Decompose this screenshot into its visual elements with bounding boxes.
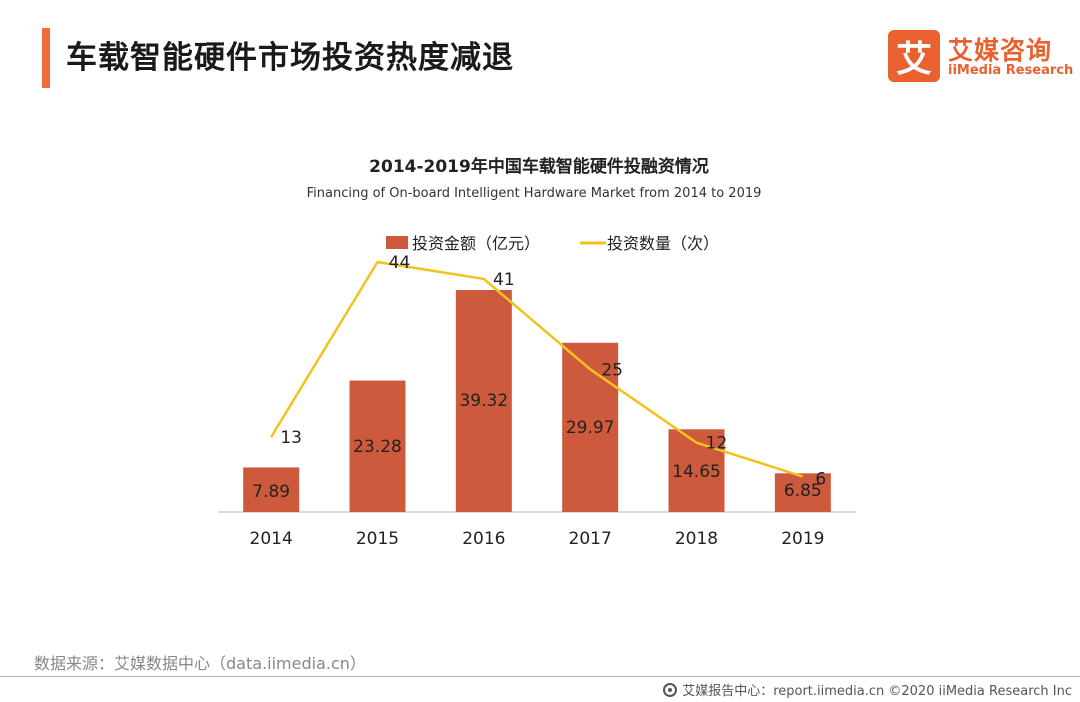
bar-value-label: 23.28: [353, 437, 402, 457]
legend-line-label: 投资数量（次）: [607, 234, 719, 253]
bar-value-label: 39.32: [459, 391, 508, 411]
bar-2019: [774, 473, 831, 512]
bar-value-label: 6.85: [784, 481, 822, 501]
logo-english-name: iiMedia Research: [948, 63, 1074, 78]
x-tick-label: 2018: [675, 529, 718, 549]
logo-chinese-name: 艾媒咨询: [948, 36, 1053, 65]
footer-divider: [0, 676, 1080, 677]
x-tick-label: 2016: [462, 529, 505, 549]
page-title: 车载智能硬件市场投资热度减退: [66, 40, 514, 76]
brand-logo: 艾 艾媒咨询 iiMedia Research: [888, 30, 1073, 82]
line-value-label: 41: [493, 270, 515, 290]
line-value-label: 13: [280, 428, 302, 448]
footer: 艾媒报告中心：report.iimedia.cn ©2020 iiMedia R…: [663, 680, 1072, 699]
chart-title: 2014-2019年中国车载智能硬件投融资情况: [369, 157, 709, 177]
x-tick-label: 2017: [569, 529, 612, 549]
chart-subtitle: Financing of On-board Intelligent Hardwa…: [306, 186, 762, 201]
logo-mark-icon: 艾: [888, 30, 940, 82]
title-accent-bar: [42, 28, 50, 88]
bar-2017: [562, 342, 619, 512]
x-tick-label: 2014: [250, 529, 293, 549]
data-source: 数据来源：艾媒数据中心（data.iimedia.cn）: [34, 654, 366, 673]
legend-bar-swatch: [386, 236, 408, 249]
footer-copyright: 艾媒报告中心：report.iimedia.cn ©2020 iiMedia R…: [682, 684, 1072, 699]
line-value-label: 44: [389, 253, 411, 273]
report-center-icon: [663, 682, 678, 697]
legend-bar-label: 投资金额（亿元）: [412, 234, 540, 253]
x-tick-label: 2019: [781, 529, 824, 549]
x-tick-label: 2015: [356, 529, 399, 549]
line-value-label: 6: [815, 470, 826, 490]
line-series-count: [270, 260, 804, 478]
bar-value-label: 14.65: [672, 462, 721, 482]
bar-value-label: 7.89: [252, 482, 290, 502]
bar-2016: [455, 290, 512, 512]
line-value-label: 12: [706, 434, 728, 454]
bar-2015: [349, 380, 406, 512]
bar-value-label: 29.97: [566, 418, 615, 438]
line-value-label: 25: [601, 360, 623, 380]
bar-2014: [243, 467, 300, 512]
